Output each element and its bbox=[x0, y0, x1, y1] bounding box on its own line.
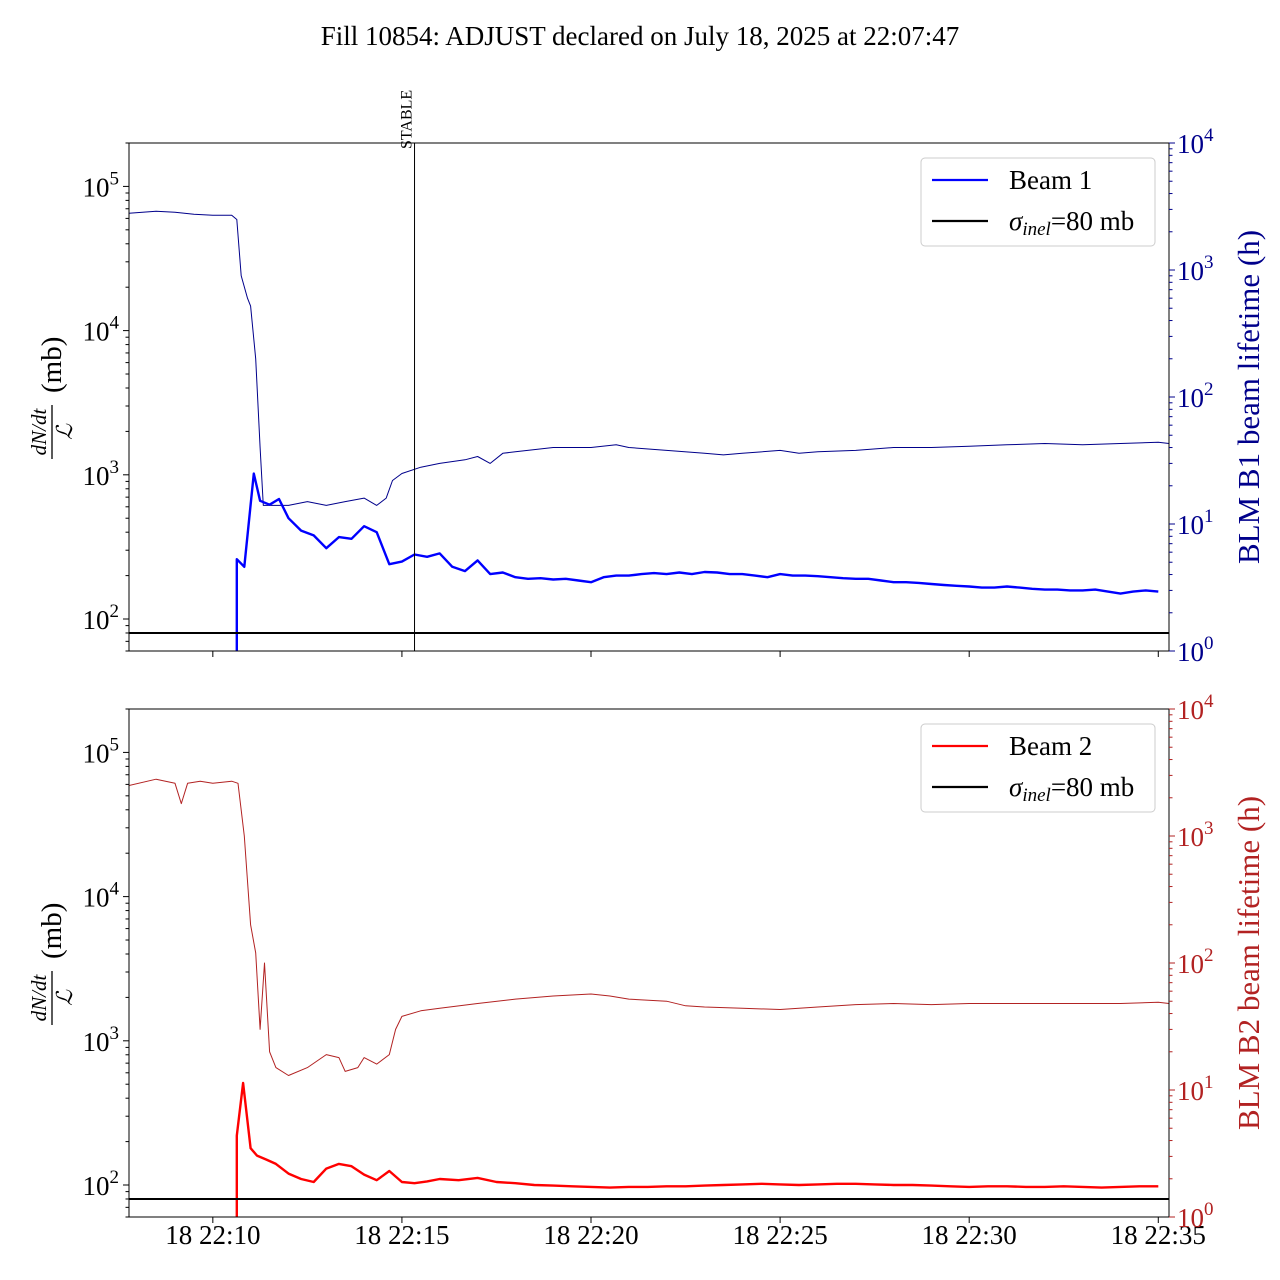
stable-marker-label: STABLE bbox=[399, 90, 416, 149]
x-tick-label: 18 22:30 bbox=[922, 1220, 1017, 1250]
y-left-tick-label: 102 bbox=[83, 1167, 120, 1201]
y-left-tick-label: 104 bbox=[83, 313, 120, 347]
y-left-tick-label: 103 bbox=[83, 457, 120, 491]
x-tick-label: 18 22:25 bbox=[732, 1220, 827, 1250]
y-right-tick-label: 101 bbox=[1177, 506, 1214, 540]
b2-blm-lifetime-line bbox=[129, 778, 1169, 1076]
y-right-axis-label: BLM B2 beam lifetime (h) bbox=[1231, 796, 1266, 1130]
y-right-tick-label: 104 bbox=[1177, 691, 1214, 725]
y-right-tick-label: 100 bbox=[1177, 1199, 1214, 1233]
y-left-tick-label: 104 bbox=[83, 879, 120, 913]
b1-beam-rate-line bbox=[235, 472, 1159, 651]
x-tick-label: 18 22:20 bbox=[543, 1220, 638, 1250]
y-right-tick-label: 103 bbox=[1177, 818, 1214, 852]
y-right-tick-label: 103 bbox=[1177, 252, 1214, 286]
legend-label: Beam 1 bbox=[1009, 165, 1092, 195]
x-tick-label: 18 22:15 bbox=[354, 1220, 449, 1250]
y-right-tick-label: 102 bbox=[1177, 379, 1214, 413]
y-left-label-unit: (mb) bbox=[36, 903, 68, 959]
x-tick-label: 18 22:35 bbox=[1111, 1220, 1206, 1250]
b1-blm-lifetime-line bbox=[129, 210, 1169, 506]
y-left-tick-label: 103 bbox=[83, 1023, 120, 1057]
y-left-tick-label: 105 bbox=[83, 168, 120, 202]
y-left-tick-label: 102 bbox=[83, 601, 120, 635]
legend-label: σinel=80 mb bbox=[1009, 206, 1134, 240]
y-left-label-unit: (mb) bbox=[36, 337, 68, 393]
legend-label: Beam 2 bbox=[1009, 731, 1092, 761]
y-right-tick-label: 100 bbox=[1177, 633, 1214, 667]
figure-title: Fill 10854: ADJUST declared on July 18, … bbox=[321, 21, 959, 51]
y-left-axis-label: dN/dt ℒ (mb) bbox=[27, 903, 77, 1025]
y-left-label-numerator: dN/dt bbox=[27, 408, 51, 456]
top-panel: STABLE 102 103 104 105 100 101 102 103 104 BLM B1 … bbox=[27, 90, 1266, 667]
y-left-label-denominator: ℒ bbox=[52, 989, 77, 1006]
y-right-axis-label: BLM B1 beam lifetime (h) bbox=[1231, 230, 1266, 564]
y-right-tick-label: 104 bbox=[1177, 125, 1214, 159]
y-right-tick-label: 102 bbox=[1177, 945, 1214, 979]
x-tick-label: 18 22:10 bbox=[165, 1220, 260, 1250]
b2-beam-rate-line bbox=[235, 1081, 1159, 1217]
y-left-label-numerator: dN/dt bbox=[27, 974, 51, 1022]
y-left-label-denominator: ℒ bbox=[52, 423, 77, 440]
y-left-tick-label: 105 bbox=[83, 734, 120, 768]
legend-label: σinel=80 mb bbox=[1009, 772, 1134, 806]
y-right-tick-label: 101 bbox=[1177, 1072, 1214, 1106]
y-left-axis-label: dN/dt ℒ (mb) bbox=[27, 337, 77, 459]
bottom-panel: 18 22:10 18 22:15 18 22:20 18 22:25 18 22:30… bbox=[27, 691, 1266, 1250]
